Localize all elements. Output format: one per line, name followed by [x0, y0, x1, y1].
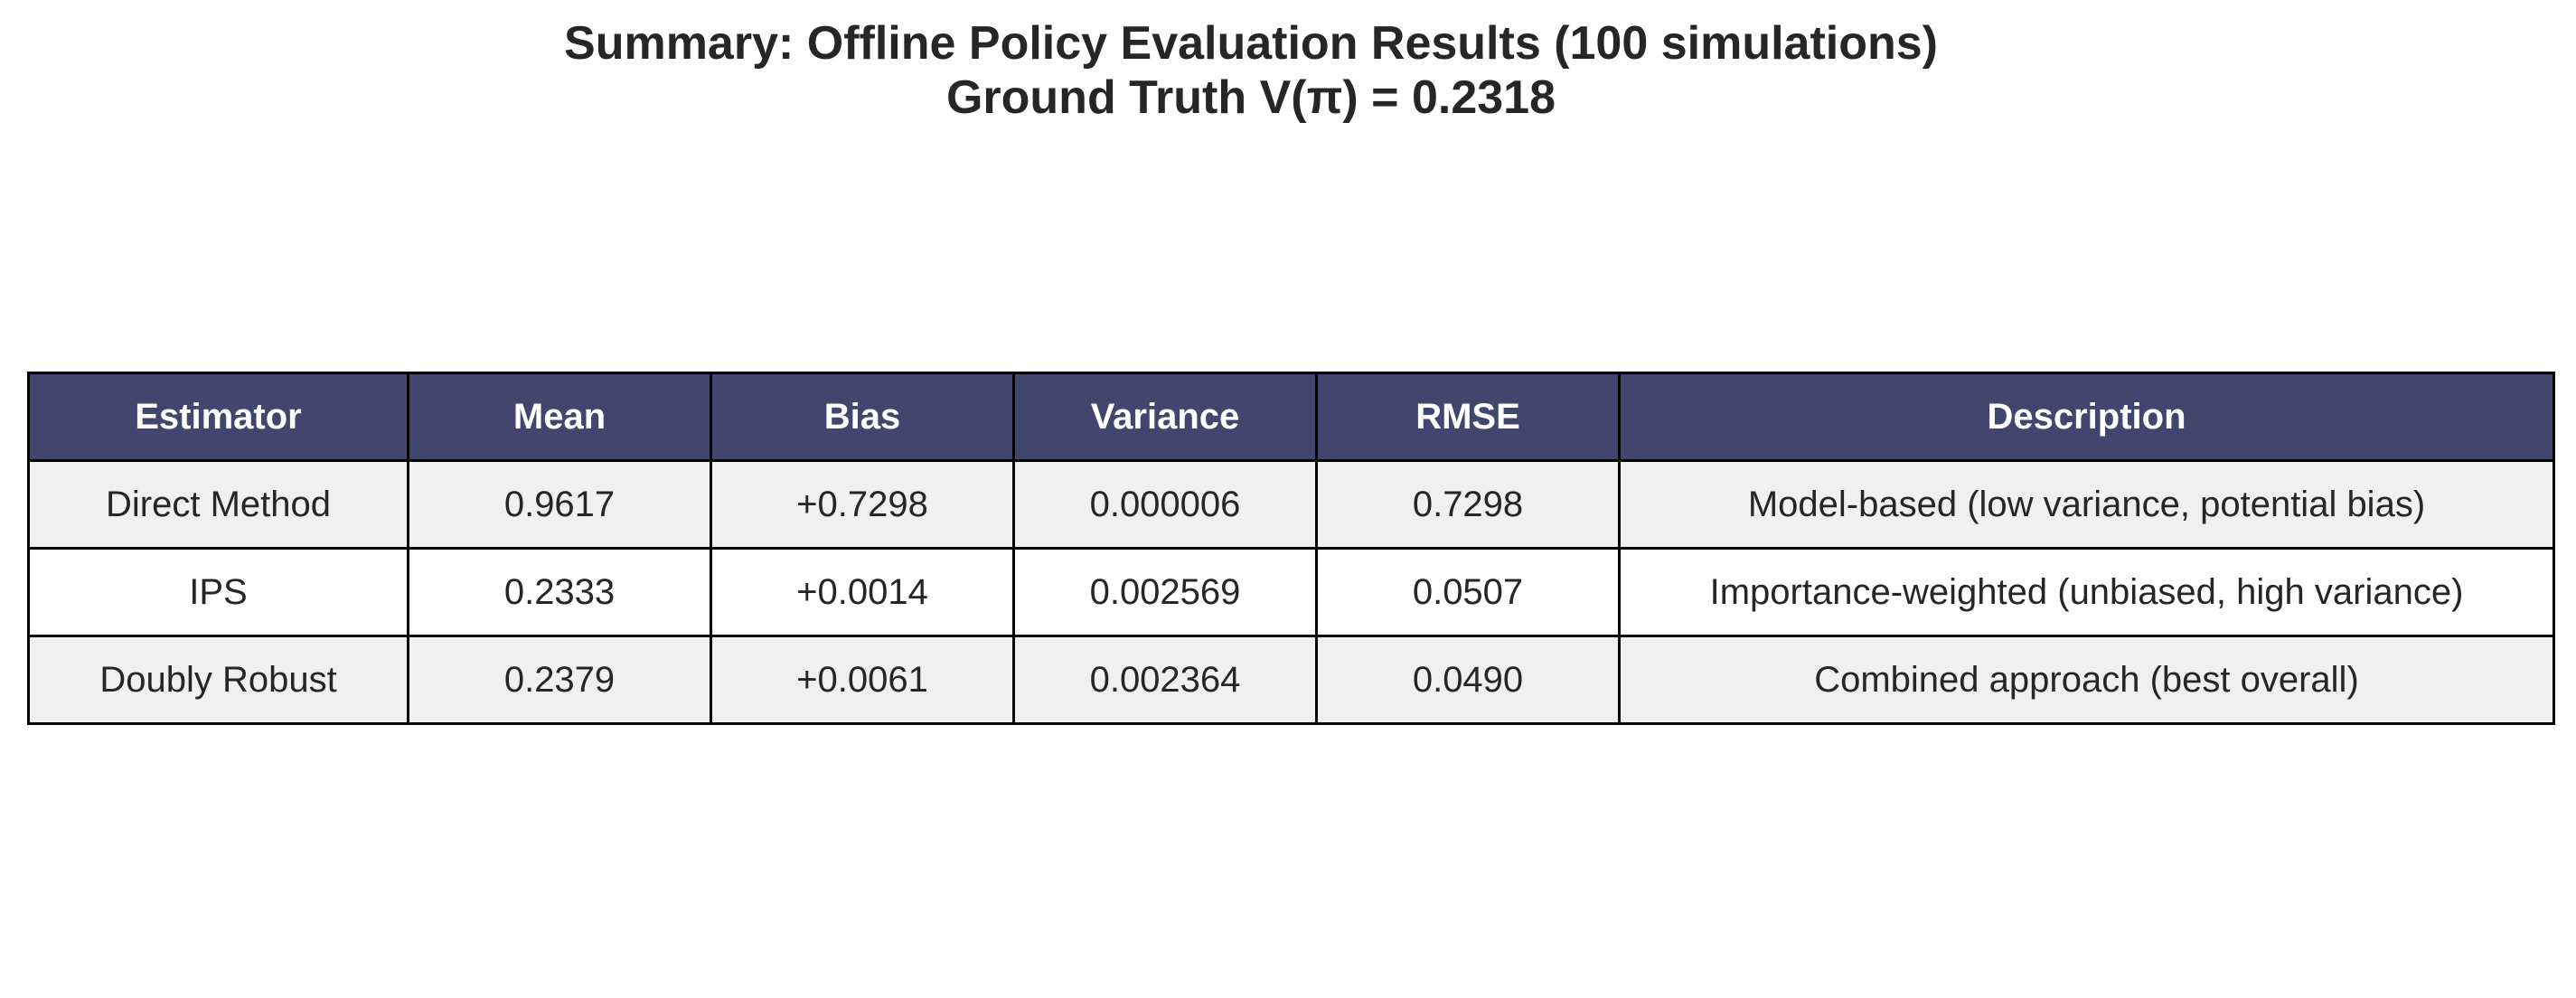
header-cell-description: Description [1618, 372, 2555, 462]
cell-description: Model-based (low variance, potential bia… [1618, 459, 2555, 550]
cell-estimator: IPS [27, 547, 409, 637]
cell-estimator: Direct Method [27, 459, 409, 550]
header-cell-mean: Mean [407, 372, 712, 462]
table-row: IPS 0.2333 +0.0014 0.002569 0.0507 Impor… [27, 547, 2555, 637]
cell-estimator: Doubly Robust [27, 635, 409, 725]
cell-mean: 0.9617 [407, 459, 712, 550]
header-cell-bias: Bias [710, 372, 1015, 462]
cell-variance: 0.000006 [1012, 459, 1318, 550]
cell-variance: 0.002569 [1012, 547, 1318, 637]
cell-description: Combined approach (best overall) [1618, 635, 2555, 725]
cell-bias: +0.0014 [710, 547, 1015, 637]
cell-rmse: 0.0490 [1315, 635, 1621, 725]
cell-mean: 0.2333 [407, 547, 712, 637]
table-row: Doubly Robust 0.2379 +0.0061 0.002364 0.… [27, 635, 2555, 725]
cell-rmse: 0.7298 [1315, 459, 1621, 550]
cell-bias: +0.7298 [710, 459, 1015, 550]
header-cell-variance: Variance [1012, 372, 1318, 462]
chart-title: Summary: Offline Policy Evaluation Resul… [0, 16, 2502, 125]
header-cell-rmse: RMSE [1315, 372, 1621, 462]
cell-rmse: 0.0507 [1315, 547, 1621, 637]
chart-title-line-1: Summary: Offline Policy Evaluation Resul… [564, 17, 1938, 70]
summary-table: Estimator Mean Bias Variance RMSE Descri… [27, 372, 2555, 725]
table-row: Direct Method 0.9617 +0.7298 0.000006 0.… [27, 459, 2555, 550]
cell-variance: 0.002364 [1012, 635, 1318, 725]
header-cell-estimator: Estimator [27, 372, 409, 462]
table-header-row: Estimator Mean Bias Variance RMSE Descri… [27, 372, 2555, 462]
cell-bias: +0.0061 [710, 635, 1015, 725]
chart-title-line-2: Ground Truth V(π) = 0.2318 [945, 71, 1556, 124]
cell-mean: 0.2379 [407, 635, 712, 725]
cell-description: Importance-weighted (unbiased, high vari… [1618, 547, 2555, 637]
